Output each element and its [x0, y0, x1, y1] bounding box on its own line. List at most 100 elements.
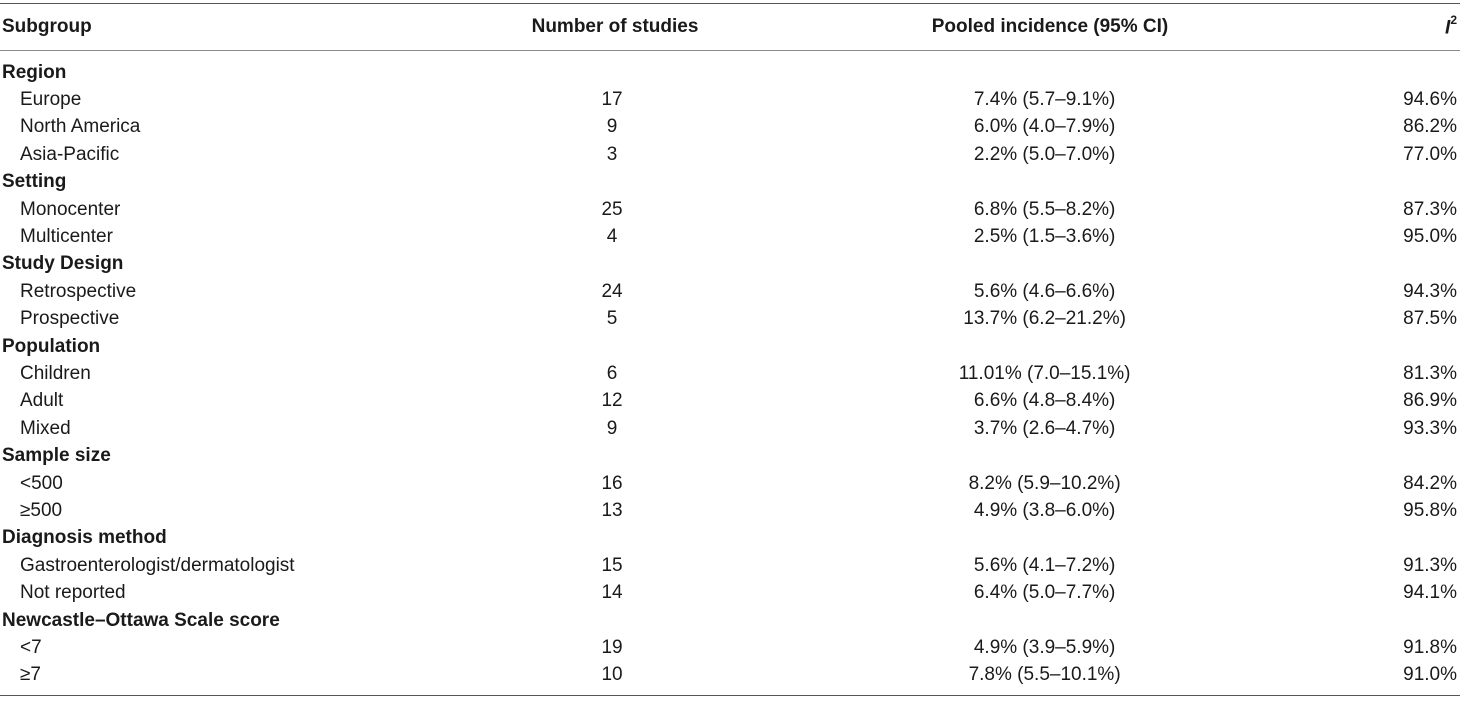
row-i2: 94.3%: [1403, 280, 1457, 302]
row-i2: 95.8%: [1403, 499, 1457, 521]
row-pooled-incidence: 6.6% (4.8–8.4%): [973, 390, 1116, 412]
row-pooled-incidence: 7.8% (5.5–10.1%): [968, 664, 1121, 686]
row-label: Retrospective: [20, 280, 137, 302]
row-pooled-incidence: 11.01% (7.0–15.1%): [958, 362, 1131, 384]
row-label: <500: [20, 472, 63, 494]
header-i2-sup: 2: [1450, 12, 1457, 27]
group-header-row: Newcastle–Ottawa Scale score: [0, 607, 1460, 634]
table-row: North America 9 6.0% (4.0–7.9%) 86.2%: [0, 114, 1460, 141]
row-i2: 87.5%: [1403, 308, 1457, 330]
subgroup-table: Subgroup Number of studies Pooled incide…: [0, 3, 1460, 696]
row-i2: 84.2%: [1403, 472, 1457, 494]
row-number-of-studies: 17: [601, 89, 623, 111]
group-header-row: Region: [0, 59, 1460, 86]
row-label: Children: [20, 362, 91, 384]
header-number-of-studies: Number of studies: [531, 16, 699, 37]
row-number-of-studies: 4: [606, 226, 618, 248]
header-subgroup: Subgroup: [2, 16, 92, 37]
row-label: Multicenter: [20, 226, 113, 248]
table-row: <7 19 4.9% (3.9–5.9%) 91.8%: [0, 634, 1460, 661]
row-label: ≥500: [20, 499, 63, 521]
group-title: Newcastle–Ottawa Scale score: [2, 609, 280, 631]
table-row: Children 6 11.01% (7.0–15.1%) 81.3%: [0, 360, 1460, 387]
row-pooled-incidence: 8.2% (5.9–10.2%): [968, 472, 1121, 494]
row-i2: 87.3%: [1403, 198, 1457, 220]
row-i2: 93.3%: [1403, 417, 1457, 439]
row-number-of-studies: 12: [601, 390, 623, 412]
group-header-row: Diagnosis method: [0, 525, 1460, 552]
table-row: Prospective 5 13.7% (6.2–21.2%) 87.5%: [0, 306, 1460, 333]
row-number-of-studies: 9: [606, 116, 618, 138]
header-i2: I2: [1410, 12, 1460, 39]
row-number-of-studies: 19: [601, 636, 623, 658]
row-i2: 91.8%: [1403, 636, 1457, 658]
row-number-of-studies: 16: [601, 472, 623, 494]
row-number-of-studies: 5: [606, 308, 618, 330]
row-pooled-incidence: 6.4% (5.0–7.7%): [973, 582, 1116, 604]
row-number-of-studies: 25: [601, 198, 623, 220]
row-i2: 86.2%: [1403, 116, 1457, 138]
row-label: Monocenter: [20, 198, 121, 220]
row-i2: 86.9%: [1403, 390, 1457, 412]
row-i2: 94.6%: [1403, 89, 1457, 111]
header-pooled-incidence: Pooled incidence (95% CI): [931, 16, 1169, 37]
row-i2: 94.1%: [1403, 582, 1457, 604]
group-header-row: Population: [0, 333, 1460, 360]
row-pooled-incidence: 4.9% (3.9–5.9%): [973, 636, 1116, 658]
row-i2: 95.0%: [1403, 226, 1457, 248]
group-header-row: Setting: [0, 169, 1460, 196]
table-row: ≥500 13 4.9% (3.8–6.0%) 95.8%: [0, 497, 1460, 524]
table-row: Adult 12 6.6% (4.8–8.4%) 86.9%: [0, 388, 1460, 415]
row-number-of-studies: 13: [601, 499, 623, 521]
header-row: Subgroup Number of studies Pooled incide…: [0, 4, 1460, 50]
row-label: North America: [20, 116, 141, 138]
row-pooled-incidence: 4.9% (3.8–6.0%): [973, 499, 1116, 521]
table-row: <500 16 8.2% (5.9–10.2%) 84.2%: [0, 470, 1460, 497]
row-pooled-incidence: 7.4% (5.7–9.1%): [973, 89, 1116, 111]
row-label: Europe: [20, 89, 82, 111]
row-label: Mixed: [20, 417, 71, 439]
row-number-of-studies: 9: [606, 417, 618, 439]
group-title: Sample size: [2, 445, 111, 467]
row-i2: 91.0%: [1403, 664, 1457, 686]
row-pooled-incidence: 5.6% (4.6–6.6%): [973, 280, 1116, 302]
table-row: Multicenter 4 2.5% (1.5–3.6%) 95.0%: [0, 223, 1460, 250]
row-pooled-incidence: 5.6% (4.1–7.2%): [973, 554, 1116, 576]
row-label: Adult: [20, 390, 64, 412]
table-row: Mixed 9 3.7% (2.6–4.7%) 93.3%: [0, 415, 1460, 442]
row-pooled-incidence: 6.8% (5.5–8.2%): [973, 198, 1116, 220]
row-label: <7: [20, 636, 42, 658]
row-number-of-studies: 14: [601, 582, 623, 604]
row-label: Not reported: [20, 582, 126, 604]
group-title: Region: [2, 61, 67, 83]
row-i2: 91.3%: [1403, 554, 1457, 576]
row-number-of-studies: 24: [601, 280, 623, 302]
group-title: Study Design: [2, 253, 124, 275]
row-i2: 81.3%: [1403, 362, 1457, 384]
row-pooled-incidence: 6.0% (4.0–7.9%): [973, 116, 1116, 138]
row-number-of-studies: 15: [601, 554, 623, 576]
row-i2: 77.0%: [1403, 143, 1457, 165]
top-rule: [0, 3, 1460, 4]
row-label: Asia-Pacific: [20, 143, 120, 165]
row-pooled-incidence: 13.7% (6.2–21.2%): [963, 308, 1126, 330]
row-label: Gastroenterologist/dermatologist: [20, 554, 295, 576]
row-pooled-incidence: 3.7% (2.6–4.7%): [973, 417, 1116, 439]
row-number-of-studies: 6: [606, 362, 618, 384]
table-row: Europe 17 7.4% (5.7–9.1%) 94.6%: [0, 86, 1460, 113]
table-row: Not reported 14 6.4% (5.0–7.7%) 94.1%: [0, 579, 1460, 606]
row-pooled-incidence: 2.5% (1.5–3.6%): [973, 226, 1116, 248]
group-title: Diagnosis method: [2, 527, 167, 549]
group-title: Population: [2, 335, 101, 357]
bottom-rule: [0, 694, 1460, 696]
row-label: ≥7: [20, 664, 41, 686]
table-row: Monocenter 25 6.8% (5.5–8.2%) 87.3%: [0, 196, 1460, 223]
group-title: Setting: [2, 171, 67, 193]
table-row: Gastroenterologist/dermatologist 15 5.6% (…: [0, 552, 1460, 579]
row-number-of-studies: 10: [601, 664, 623, 686]
row-pooled-incidence: 2.2% (5.0–7.0%): [973, 143, 1116, 165]
group-header-row: Sample size: [0, 442, 1460, 469]
table-row: ≥7 10 7.8% (5.5–10.1%) 91.0%: [0, 662, 1460, 689]
table-row: Asia-Pacific 3 2.2% (5.0–7.0%) 77.0%: [0, 141, 1460, 168]
header-rule: [0, 50, 1460, 51]
